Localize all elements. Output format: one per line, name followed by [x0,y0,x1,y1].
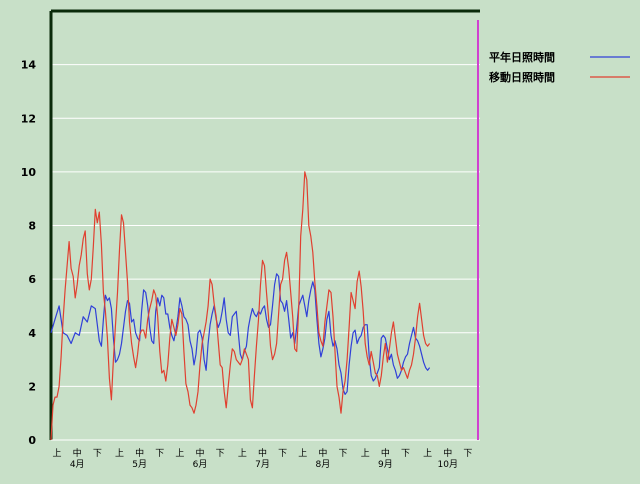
x-tick-label: 下 [216,449,225,459]
x-tick-label: 中 [318,447,327,459]
x-tick-label: 上 [238,448,247,459]
y-tick-label: 14 [21,59,37,72]
month-label: 9月 [378,459,393,470]
x-tick-label: 中 [381,447,390,459]
y-axis: 0 2 4 6 8 10 12 14 [21,9,480,447]
x-tick-label: 中 [196,447,205,459]
month-label: 6月 [193,459,208,470]
x-tick-label: 下 [339,449,348,459]
x-tick-label: 中 [443,447,452,459]
y-tick-label: 2 [28,380,36,393]
x-axis: 上中下上中下上中下上中下上中下上中下上中下4月 5月 6月 7月 8月 9月 10月 [51,439,480,470]
month-label: 7月 [255,459,270,470]
month-label: 5月 [132,459,147,470]
x-tick-label: 上 [175,448,184,459]
x-tick-label: 中 [73,447,82,459]
series-lines [50,20,479,441]
y-tick-label: 12 [21,112,36,125]
x-tick-label: 下 [401,449,410,459]
y-tick-label: 4 [28,327,36,340]
x-tick-label: 下 [93,449,102,459]
x-tick-label: 上 [53,448,62,459]
x-tick-label: 上 [298,448,307,459]
legend-label: 平年日照時間 [489,50,555,64]
month-label: 10月 [438,459,458,470]
x-tick-label: 下 [155,449,164,459]
y-tick-label: 0 [28,434,36,447]
legend-label: 移動日照時間 [489,70,555,84]
y-tick-label: 6 [28,273,36,286]
x-tick-label: 中 [135,447,144,459]
x-tick-label: 中 [258,447,267,459]
y-tick-label: 10 [21,166,37,179]
series-line-0 [50,273,431,395]
series-line-1 [50,171,431,441]
x-tick-label: 下 [278,449,287,459]
y-tick-label: 8 [28,220,36,233]
x-tick-label: 上 [361,448,370,459]
month-label: 8月 [316,459,331,470]
x-tick-label: 下 [463,449,472,459]
month-label: 4月 [70,459,85,470]
x-tick-label: 上 [423,448,432,459]
x-tick-label: 上 [115,448,124,459]
